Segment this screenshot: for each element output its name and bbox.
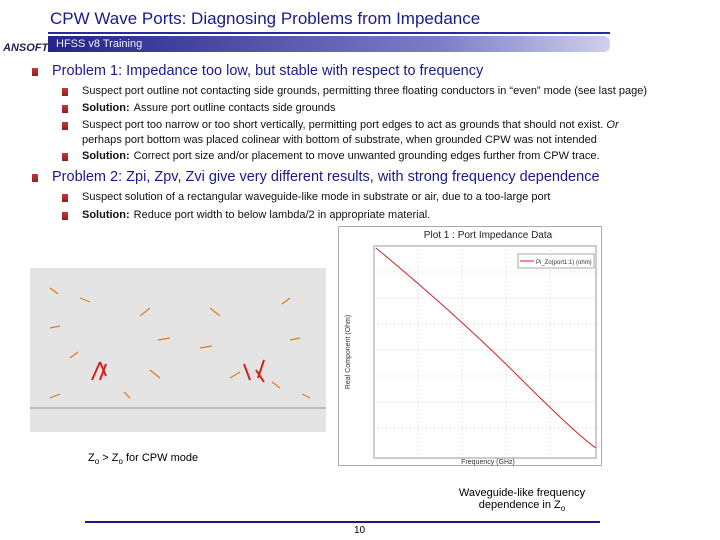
item: Solution: Reduce port width to below lamb… [82, 209, 430, 221]
legend-box [517, 253, 595, 269]
subtitle: HFSS v8 Training [56, 38, 143, 50]
rule [48, 32, 610, 34]
item: Suspect port outline not contacting side… [82, 85, 647, 97]
caption-text: > Z [99, 452, 119, 464]
caption-text: Z [88, 452, 95, 464]
legend: Pi_Zo(port1:1) (ohm) [536, 260, 592, 266]
bullet [62, 88, 68, 96]
subscript: o [94, 457, 100, 467]
plot-caption: Waveguide-like frequency dependence in Zo [422, 487, 622, 513]
plot-title: Plot 1 : Port Impedance Data [424, 230, 553, 241]
problem: Problem 2: Zpi, Zpv, Zvi give very diffe… [52, 169, 600, 185]
footer-rule [85, 521, 600, 523]
item: Solution: Correct port size and/or placem… [82, 150, 600, 162]
impedance-curve [375, 247, 597, 449]
item-text: Reduce port width to below lambda/2 in a… [133, 209, 431, 221]
field-arrows [49, 287, 311, 399]
item-continued: perhaps port bottom was placed colinear … [82, 134, 597, 146]
caption-text: for CPW mode [122, 452, 199, 464]
caption-text: dependence in Z [478, 499, 561, 511]
bullet [32, 174, 38, 182]
item-text: Suspect port too narrow or too short ver… [82, 119, 604, 131]
field-plot [30, 268, 326, 432]
caption-line: dependence in Zo [422, 499, 622, 513]
item-text: Assure port outline contacts side ground… [133, 102, 336, 114]
bullet [62, 105, 68, 113]
bullet [62, 212, 68, 220]
emphasis: Or [606, 119, 619, 131]
plot-area [373, 245, 597, 459]
y-label: Real Component (Ohm) [345, 315, 352, 389]
field-caption: Zo > Zo for CPW mode [88, 452, 198, 466]
label: Solution: [82, 150, 130, 162]
subtitle-bar [48, 36, 610, 52]
strong-field [91, 359, 265, 383]
title: CPW Wave Ports: Diagnosing Problems from… [50, 9, 481, 28]
caption-line: Waveguide-like frequency [458, 487, 586, 499]
label: Solution: [82, 209, 130, 221]
problem: Problem 1: Impedance too low, but stable… [52, 63, 484, 79]
item: Suspect solution of a rectangular wavegu… [82, 191, 551, 203]
item: Solution: Assure port outline contacts si… [82, 102, 335, 114]
page-number: 10 [354, 525, 366, 536]
subscript: o [560, 504, 566, 514]
bullet [62, 122, 68, 130]
subscript: o [118, 457, 123, 467]
x-label: Frequency (GHz) [461, 459, 515, 466]
bullet [32, 68, 38, 76]
item: Suspect port too narrow or too short ver… [82, 119, 619, 131]
bullet [62, 194, 68, 202]
item-text: Correct port size and/or placement to mo… [133, 150, 600, 162]
impedance-plot: Pi_Zo(port1:1) (ohm) Plot 1 : Port Imped… [338, 226, 602, 466]
logo: ANSOFT [3, 42, 49, 54]
label: Solution: [82, 102, 130, 114]
field-background [30, 268, 326, 432]
bullet [62, 153, 68, 161]
